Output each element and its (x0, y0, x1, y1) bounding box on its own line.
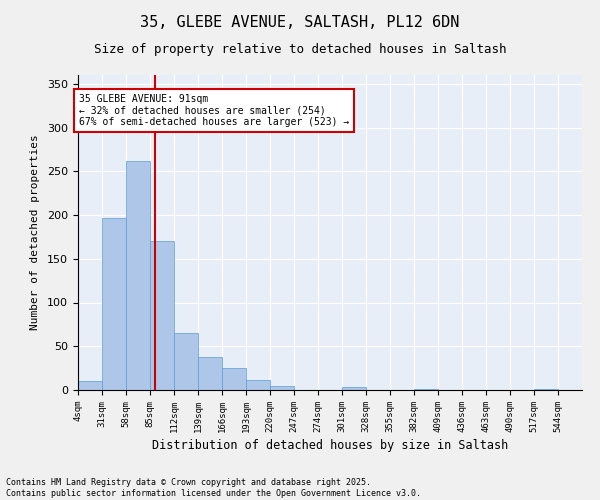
Bar (174, 333, 198, 390)
Text: Size of property relative to detached houses in Saltash: Size of property relative to detached ho… (94, 42, 506, 56)
Bar (414, 389, 438, 390)
Bar (222, 368, 246, 390)
Bar (246, 380, 270, 390)
X-axis label: Distribution of detached houses by size in Saltash: Distribution of detached houses by size … (152, 439, 508, 452)
Bar (342, 388, 366, 390)
Text: 35 GLEBE AVENUE: 91sqm
← 32% of detached houses are smaller (254)
67% of semi-de: 35 GLEBE AVENUE: 91sqm ← 32% of detached… (79, 94, 349, 128)
Bar (102, 218, 126, 390)
Bar (78, 381, 102, 390)
Bar (126, 161, 150, 390)
Bar (150, 242, 174, 390)
Bar (270, 386, 294, 390)
Text: 35, GLEBE AVENUE, SALTASH, PL12 6DN: 35, GLEBE AVENUE, SALTASH, PL12 6DN (140, 15, 460, 30)
Bar (534, 389, 558, 390)
Text: Contains HM Land Registry data © Crown copyright and database right 2025.
Contai: Contains HM Land Registry data © Crown c… (6, 478, 421, 498)
Y-axis label: Number of detached properties: Number of detached properties (30, 134, 40, 330)
Bar (198, 357, 222, 390)
